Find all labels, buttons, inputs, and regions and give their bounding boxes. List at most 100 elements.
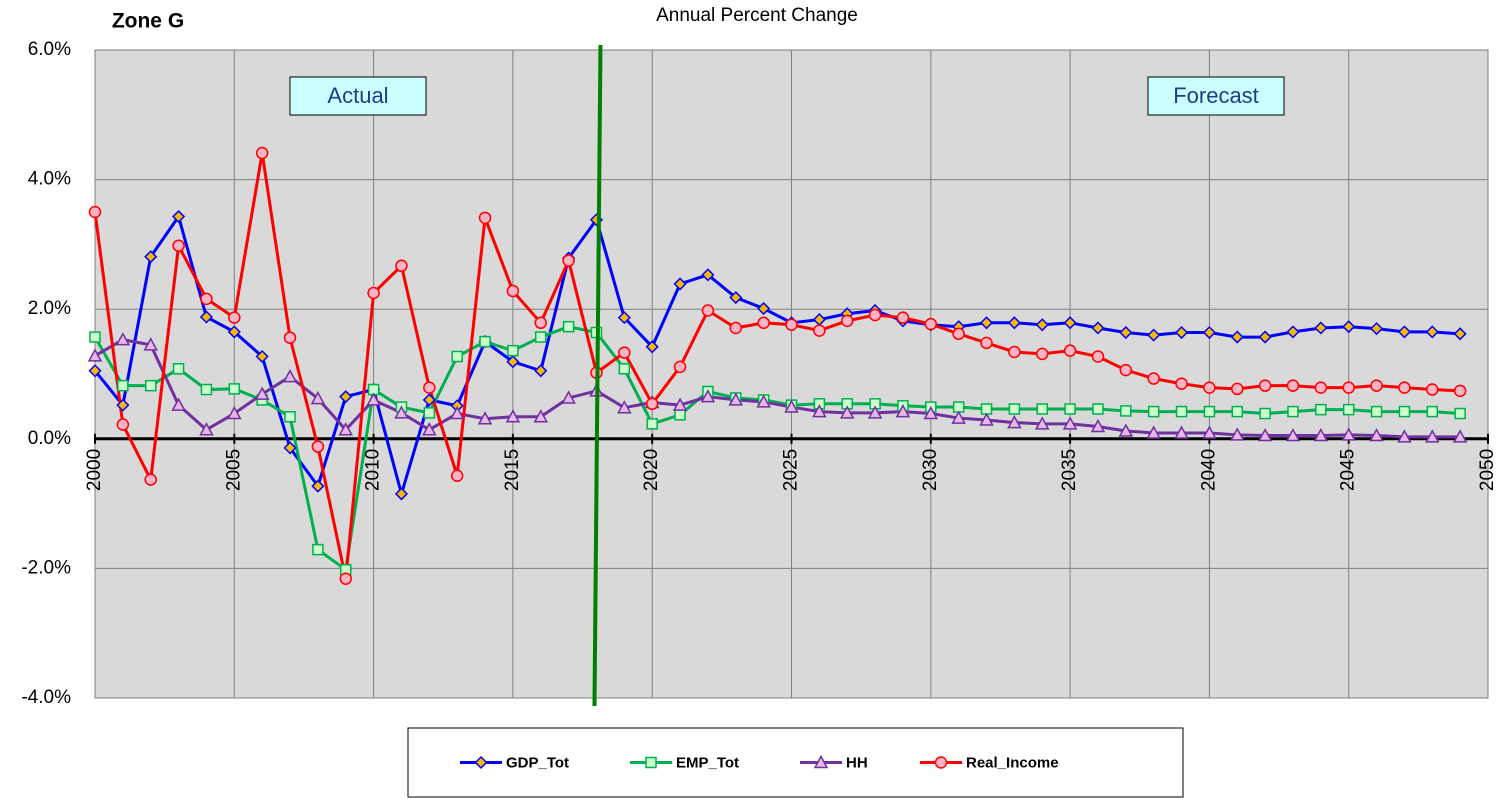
x-tick-label: 2015: [502, 449, 523, 491]
x-tick-label: 2025: [781, 449, 802, 491]
marker: [1453, 384, 1467, 398]
marker: [1091, 350, 1105, 363]
marker: [1229, 427, 1245, 441]
marker: [1287, 405, 1299, 418]
marker: [674, 409, 686, 421]
marker: [1119, 325, 1133, 340]
marker: [562, 320, 575, 333]
marker: [172, 363, 185, 375]
marker: [812, 404, 827, 418]
x-tick-label: 2050: [1477, 449, 1498, 491]
marker: [88, 205, 102, 219]
marker: [1092, 403, 1104, 415]
marker: [1286, 325, 1300, 339]
marker: [1174, 325, 1189, 340]
marker: [701, 304, 715, 317]
marker: [143, 337, 158, 351]
marker: [338, 422, 354, 436]
marker: [283, 441, 297, 455]
marker: [282, 369, 298, 383]
marker: [1313, 427, 1329, 442]
marker: [1036, 403, 1048, 415]
marker: [144, 379, 157, 392]
marker: [116, 418, 130, 431]
legend-label: EMP_Tot: [676, 754, 739, 771]
marker: [785, 318, 798, 332]
marker: [1035, 318, 1049, 332]
marker: [88, 364, 102, 378]
marker: [1342, 320, 1356, 334]
marker: [645, 397, 659, 411]
chart-title: Annual Percent Change: [656, 5, 858, 26]
marker: [505, 409, 521, 423]
marker: [757, 301, 771, 316]
marker: [923, 405, 939, 420]
marker: [1425, 429, 1440, 443]
marker: [394, 487, 409, 501]
marker: [1257, 427, 1273, 442]
marker: [116, 398, 130, 412]
marker: [784, 399, 799, 413]
marker: [255, 349, 269, 364]
annotation: Forecast: [1173, 83, 1259, 108]
marker: [534, 316, 548, 330]
marker: [1342, 403, 1355, 416]
marker: [813, 324, 826, 337]
marker: [172, 239, 185, 252]
marker: [934, 756, 948, 769]
marker: [952, 327, 965, 341]
annotation: Actual: [327, 83, 388, 108]
marker: [144, 473, 157, 486]
marker: [144, 250, 158, 264]
marker: [1062, 416, 1078, 430]
marker: [200, 383, 213, 396]
marker: [395, 259, 408, 273]
x-tick-label: 2010: [363, 449, 384, 491]
marker: [1258, 330, 1272, 344]
marker: [1231, 382, 1244, 396]
marker: [673, 277, 687, 291]
marker: [1120, 405, 1132, 417]
marker: [617, 400, 632, 414]
marker: [199, 422, 214, 436]
marker: [477, 411, 493, 425]
marker: [896, 311, 910, 324]
y-tick-label: -2.0%: [21, 557, 71, 578]
marker: [701, 268, 715, 282]
marker: [895, 404, 911, 418]
marker: [728, 392, 744, 406]
marker: [700, 389, 716, 403]
marker: [980, 336, 993, 350]
marker: [1035, 347, 1049, 361]
marker: [1174, 425, 1189, 439]
marker: [1342, 381, 1355, 394]
marker: [172, 209, 186, 224]
marker: [310, 391, 326, 405]
marker: [394, 405, 409, 419]
marker: [228, 311, 241, 324]
marker: [979, 412, 994, 426]
marker: [1034, 416, 1050, 430]
marker: [1259, 407, 1271, 420]
marker: [311, 440, 325, 453]
marker: [534, 364, 548, 378]
marker: [422, 422, 437, 436]
x-tick-label: 2020: [641, 449, 662, 491]
marker: [507, 344, 519, 357]
y-tick-label: 2.0%: [28, 298, 71, 319]
marker: [756, 394, 771, 408]
y-tick-label: 6.0%: [28, 39, 71, 60]
marker: [474, 755, 488, 770]
marker: [1091, 321, 1105, 335]
y-tick-label: 0.0%: [28, 428, 71, 449]
marker: [1147, 328, 1161, 342]
marker: [1202, 425, 1217, 439]
marker: [1063, 316, 1077, 330]
marker: [311, 479, 325, 493]
marker: [646, 418, 658, 430]
marker: [618, 346, 631, 359]
marker: [617, 311, 631, 325]
marker: [1147, 372, 1160, 385]
marker: [367, 286, 380, 300]
marker: [227, 405, 242, 420]
